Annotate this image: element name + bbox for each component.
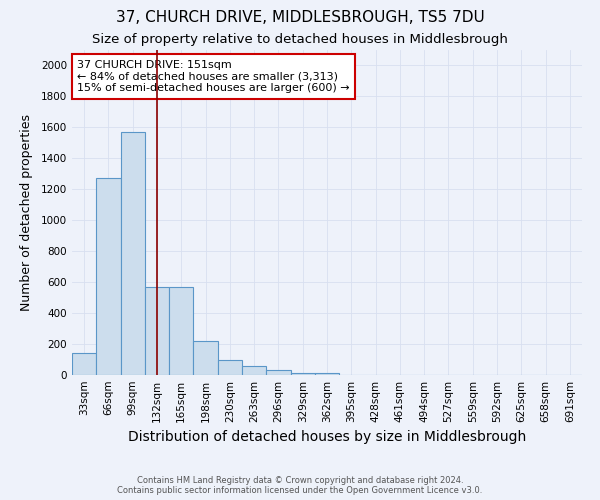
- Y-axis label: Number of detached properties: Number of detached properties: [20, 114, 32, 311]
- X-axis label: Distribution of detached houses by size in Middlesbrough: Distribution of detached houses by size …: [128, 430, 526, 444]
- Bar: [96, 178, 121, 375]
- Bar: [218, 360, 242, 375]
- Bar: [290, 372, 315, 375]
- Bar: [145, 287, 169, 375]
- Text: Contains HM Land Registry data © Crown copyright and database right 2024.
Contai: Contains HM Land Registry data © Crown c…: [118, 476, 482, 495]
- Bar: [121, 132, 145, 375]
- Bar: [242, 366, 266, 375]
- Bar: [169, 287, 193, 375]
- Text: 37 CHURCH DRIVE: 151sqm
← 84% of detached houses are smaller (3,313)
15% of semi: 37 CHURCH DRIVE: 151sqm ← 84% of detache…: [77, 60, 350, 93]
- Text: Size of property relative to detached houses in Middlesbrough: Size of property relative to detached ho…: [92, 32, 508, 46]
- Bar: [72, 354, 96, 375]
- Text: 37, CHURCH DRIVE, MIDDLESBROUGH, TS5 7DU: 37, CHURCH DRIVE, MIDDLESBROUGH, TS5 7DU: [116, 10, 484, 25]
- Bar: [193, 341, 218, 375]
- Bar: [315, 372, 339, 375]
- Bar: [266, 370, 290, 375]
